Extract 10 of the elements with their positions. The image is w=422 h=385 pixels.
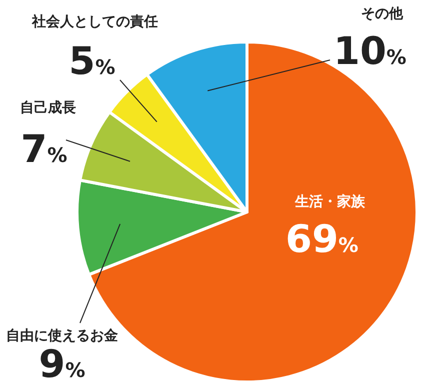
slice-label: 自己成長	[20, 100, 76, 116]
data-label: 7%	[20, 127, 68, 171]
slice-label: 社会人としての責任	[31, 14, 158, 30]
slice-label: その他	[361, 6, 404, 22]
data-label: 69%	[286, 217, 358, 261]
slice-label: 生活・家族	[294, 193, 366, 210]
data-label: 5%	[68, 39, 116, 83]
slice-label: 自由に使えるお金	[6, 328, 119, 344]
data-label: 9%	[38, 342, 86, 385]
data-label: 10%	[334, 29, 406, 73]
